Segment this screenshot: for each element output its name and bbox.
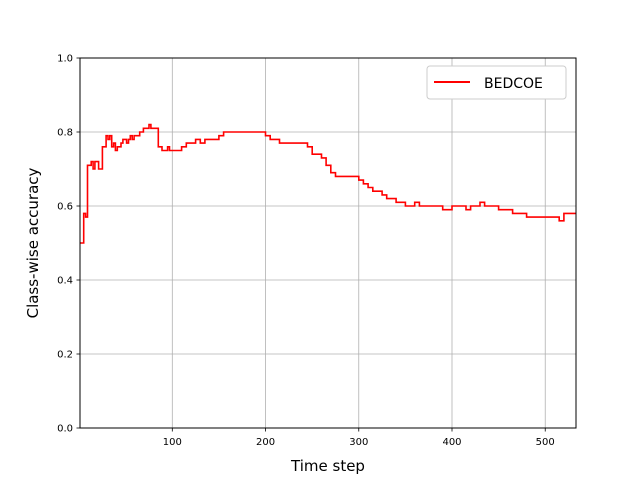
y-tick-label: 0.0 — [57, 424, 73, 435]
x-tick-label: 200 — [256, 437, 275, 448]
x-tick-label: 300 — [349, 437, 368, 448]
y-axis: 0.0 0.2 0.4 0.6 0.8 1.0 — [57, 54, 80, 435]
series-line-bedcoe — [80, 123, 576, 244]
x-axis-title: Time step — [290, 457, 365, 475]
x-axis: 100 200 300 400 500 — [163, 428, 555, 448]
x-tick-label: 500 — [536, 437, 555, 448]
y-axis-title: Class-wise accuracy — [24, 167, 42, 318]
series-layer — [80, 123, 576, 244]
legend-box — [426, 65, 567, 100]
legend: BEDCOE — [426, 65, 567, 100]
plot-area — [80, 58, 576, 428]
y-tick-label: 1.0 — [57, 54, 73, 65]
y-tick-label: 0.8 — [57, 128, 73, 139]
y-tick-label: 0.6 — [57, 202, 73, 213]
y-tick-label: 0.2 — [57, 350, 73, 361]
x-tick-label: 400 — [442, 437, 461, 448]
legend-label: BEDCOE — [484, 76, 543, 92]
plot-frame — [79, 57, 577, 429]
y-tick-label: 0.4 — [57, 276, 73, 287]
x-tick-label: 100 — [163, 437, 182, 448]
